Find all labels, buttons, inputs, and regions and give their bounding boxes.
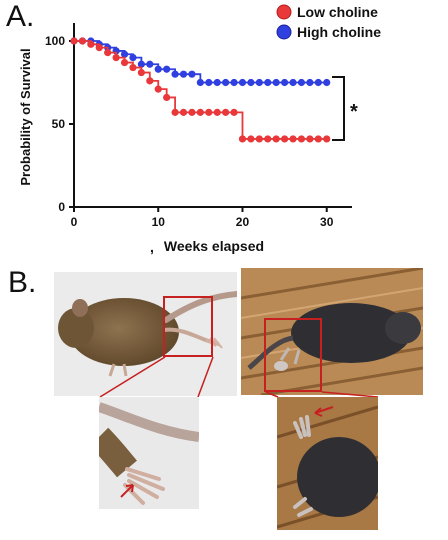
- censor-point-high-choline: [272, 78, 280, 87]
- censor-point-low-choline: [297, 135, 306, 143]
- censor-point-low-choline: [281, 135, 289, 143]
- censor-point-high-choline: [247, 78, 255, 87]
- censor-point-high-choline: [213, 78, 221, 87]
- censor-point-high-choline: [297, 78, 306, 87]
- censor-point-high-choline: [196, 78, 204, 87]
- legend-marker-low-choline: [276, 4, 292, 20]
- hindpaw-closeup-right: [277, 405, 378, 529]
- y-axis-label: Probability of Survival: [18, 48, 33, 185]
- censor-point-high-choline: [154, 65, 162, 73]
- censor-point-high-choline: [129, 54, 137, 62]
- censor-point-low-choline: [95, 44, 103, 52]
- censor-point-high-choline: [238, 78, 247, 87]
- censor-point-low-choline: [78, 37, 87, 45]
- legend-label-high-choline: High choline: [297, 24, 381, 40]
- censor-point-low-choline: [238, 135, 247, 143]
- censor-point-high-choline: [120, 50, 129, 58]
- legend-label-low-choline: Low choline: [297, 4, 378, 20]
- survival-curve-low-choline: [74, 40, 327, 140]
- x-tick-label: 30: [320, 215, 334, 229]
- censor-point-low-choline: [120, 58, 129, 67]
- censor-point-high-choline: [163, 65, 171, 73]
- censor-point-low-choline: [255, 135, 263, 143]
- censor-point-high-choline: [137, 60, 145, 68]
- censor-point-low-choline: [137, 68, 145, 77]
- censor-point-high-choline: [255, 78, 263, 87]
- y-tick-label: 50: [52, 117, 66, 131]
- censor-point-low-choline: [264, 135, 272, 143]
- censor-point-high-choline: [222, 78, 230, 87]
- censor-point-high-choline: [230, 78, 238, 87]
- censor-point-low-choline: [154, 85, 162, 93]
- significance-marker: *: [350, 101, 358, 123]
- censor-point-low-choline: [112, 54, 120, 62]
- censor-point-low-choline: [104, 49, 112, 57]
- censor-point-low-choline: [230, 108, 238, 116]
- censor-point-high-choline: [171, 70, 179, 78]
- censor-point-low-choline: [179, 108, 188, 116]
- x-axis-label: Weeks elapsed: [164, 238, 264, 254]
- censor-point-high-choline: [323, 78, 331, 87]
- censor-point-low-choline: [129, 63, 137, 72]
- chart-axes: [73, 23, 352, 208]
- legend-marker-high-choline: [276, 24, 292, 40]
- censor-point-high-choline: [146, 60, 154, 68]
- censor-point-low-choline: [188, 108, 196, 116]
- censor-point-low-choline: [146, 77, 154, 85]
- highlight-box-hindpaw-right: [264, 318, 322, 392]
- zoom-inset-hindpaw-right: [277, 397, 378, 530]
- censor-point-high-choline: [179, 70, 188, 78]
- censor-point-high-choline: [205, 78, 213, 87]
- censor-point-low-choline: [171, 108, 179, 116]
- censor-point-high-choline: [264, 78, 272, 87]
- y-tick-label: 100: [45, 34, 65, 48]
- censor-point-low-choline: [247, 135, 255, 143]
- x-tick-label: 0: [71, 215, 78, 229]
- censor-point-high-choline: [281, 78, 289, 87]
- censor-point-low-choline: [163, 93, 171, 102]
- censor-point-low-choline: [213, 108, 221, 116]
- zoom-inset-hindpaw-left: [99, 397, 199, 509]
- x-tick-label: 10: [152, 215, 166, 229]
- survival-curve-high-choline: [74, 40, 327, 84]
- y-tick-label: 0: [58, 200, 65, 214]
- panel-label-a: A.: [6, 0, 35, 33]
- censor-point-low-choline: [306, 135, 314, 143]
- censor-point-high-choline: [289, 78, 297, 87]
- highlight-box-hindpaw-left: [163, 296, 213, 357]
- censor-point-low-choline: [70, 37, 78, 45]
- chart-ticks: 0 10 20 30 0 50 100: [45, 34, 334, 229]
- hindpaw-closeup-left: [99, 402, 199, 505]
- chart-legend: Low choline High choline: [276, 4, 381, 40]
- censor-point-low-choline: [205, 108, 213, 116]
- x-axis-label-prefix: ,: [150, 239, 154, 255]
- panel-label-b: B.: [8, 266, 37, 299]
- censor-point-low-choline: [87, 40, 95, 48]
- censor-point-low-choline: [272, 135, 280, 143]
- chart-series: [70, 37, 331, 143]
- censor-point-high-choline: [306, 78, 314, 87]
- censor-point-low-choline: [314, 135, 322, 143]
- significance-bracket: [332, 76, 345, 141]
- censor-point-low-choline: [222, 108, 230, 116]
- censor-point-high-choline: [188, 70, 196, 78]
- censor-point-high-choline: [314, 78, 322, 87]
- censor-point-low-choline: [289, 135, 297, 143]
- censor-point-low-choline: [196, 108, 204, 116]
- censor-point-low-choline: [323, 135, 331, 143]
- x-tick-label: 20: [236, 215, 250, 229]
